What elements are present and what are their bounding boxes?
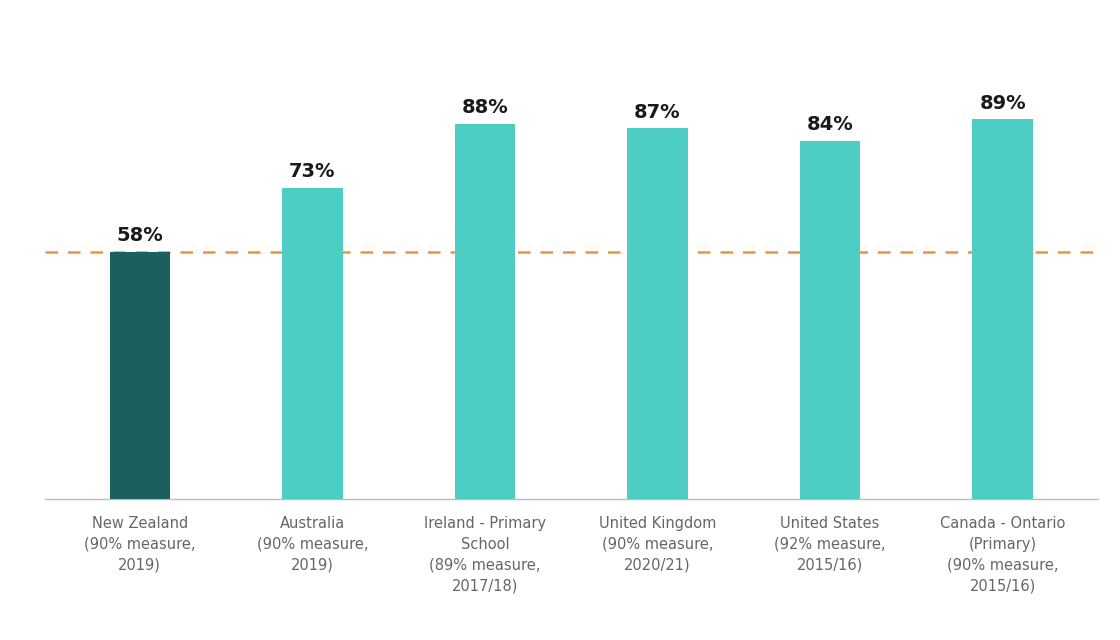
Bar — [800, 141, 860, 499]
Text: 88%: 88% — [461, 99, 508, 117]
Text: 73%: 73% — [289, 163, 336, 181]
Bar — [972, 120, 1033, 499]
Bar — [110, 252, 170, 499]
Bar — [627, 128, 688, 499]
Text: 58%: 58% — [116, 227, 164, 245]
Text: 87%: 87% — [634, 102, 681, 122]
Text: 89%: 89% — [979, 94, 1026, 113]
Bar — [282, 188, 343, 499]
Bar — [455, 124, 515, 499]
Text: 84%: 84% — [806, 115, 853, 134]
